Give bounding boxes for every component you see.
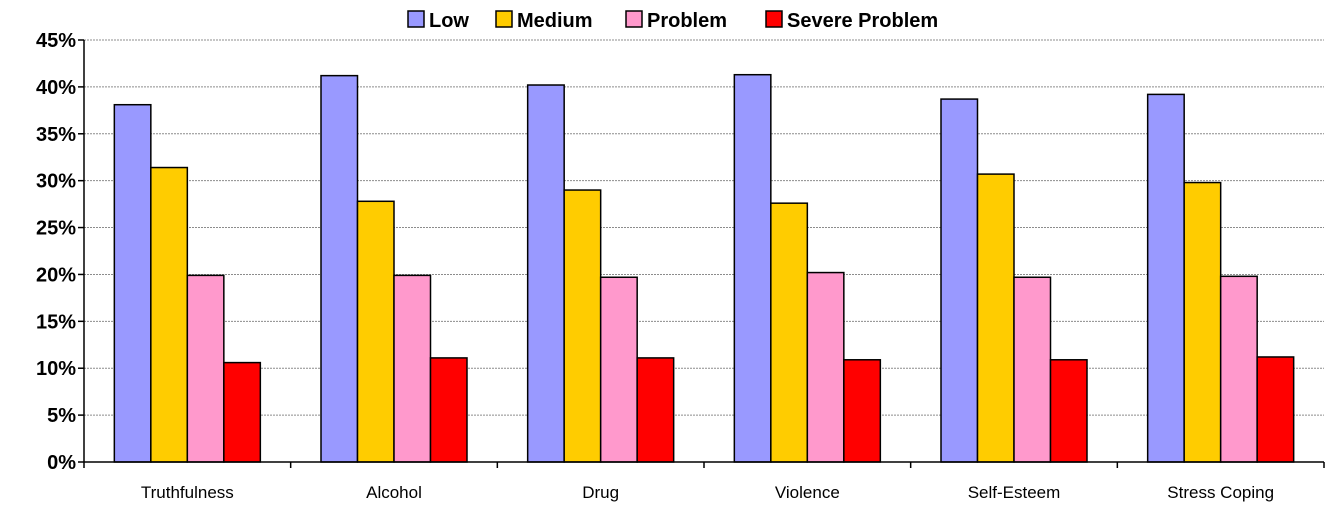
bar-severe-problem [223,361,262,463]
bar-low [113,103,152,463]
bar-severe-problem [1049,359,1088,463]
gridlines [78,39,1324,463]
bar-severe-problem [1256,356,1295,463]
legend-swatch-medium [495,10,513,28]
y-tick-label: 30% [36,171,76,193]
bar-problem [186,274,225,463]
bar-problem [393,274,432,463]
legend-swatch-problem [625,10,643,28]
legend-label-severe-problem: Severe Problem [787,10,938,32]
x-tick-label: Self-Esteem [968,483,1061,502]
x-tick-label: Violence [775,483,840,502]
bar-medium [770,202,809,463]
bar-medium [150,166,189,463]
bar-problem [599,276,638,463]
legend-label-low: Low [429,10,469,32]
x-tick-label: Alcohol [366,483,422,502]
legend: Low Medium Problem Severe Problem [398,3,1016,39]
y-axis-tick-labels: 0% 5% 10% 15% 20% 25% 30% 35% 40% 45% [36,30,76,474]
y-tick-label: 35% [36,124,76,146]
legend-label-problem: Problem [647,10,727,32]
bar-problem [1219,275,1258,463]
y-tick-label: 25% [36,218,76,240]
legend-swatch-low [407,10,425,28]
bar-severe-problem [429,357,468,463]
y-tick-label: 5% [47,405,76,427]
bar-low [940,98,979,463]
bar-medium [976,173,1015,463]
y-tick-label: 0% [47,452,76,474]
bars [113,73,1295,463]
bar-low [733,73,772,463]
legend-label-medium: Medium [517,10,593,32]
bar-medium [356,200,395,463]
axes [83,40,1325,468]
y-tick-label: 10% [36,358,76,380]
bar-problem [806,271,845,463]
y-tick-label: 15% [36,311,76,333]
bar-medium [563,189,602,463]
bar-severe-problem [843,359,882,463]
bar-problem [1013,276,1052,463]
bar-low [1146,93,1185,463]
bar-low [320,74,359,463]
y-tick-label: 20% [36,264,76,286]
x-axis-tick-labels: Truthfulness Alcohol Drug Violence Self-Este… [141,483,1274,502]
y-tick-label: 45% [36,30,76,52]
bar-medium [1183,181,1222,463]
x-tick-label: Drug [582,483,619,502]
x-tick-label: Stress Coping [1167,483,1274,502]
bar-low [526,84,565,463]
x-tick-label: Truthfulness [141,483,234,502]
y-tick-label: 40% [36,77,76,99]
bar-severe-problem [636,357,675,463]
legend-swatch-severe-problem [765,10,783,28]
